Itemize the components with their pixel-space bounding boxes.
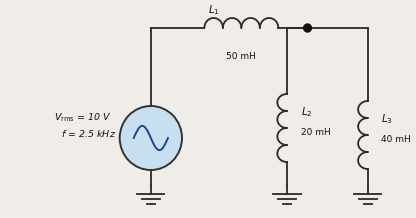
- Text: $f$ = 2.5 kHz: $f$ = 2.5 kHz: [61, 128, 116, 138]
- Text: 40 mH: 40 mH: [381, 135, 411, 143]
- Text: $L_2$: $L_2$: [301, 105, 312, 119]
- Circle shape: [304, 24, 312, 32]
- Text: $L_1$: $L_1$: [208, 3, 220, 17]
- Text: 20 mH: 20 mH: [301, 128, 330, 136]
- Text: $L_3$: $L_3$: [381, 112, 394, 126]
- Text: 50 mH: 50 mH: [226, 51, 256, 61]
- Circle shape: [120, 106, 182, 170]
- Text: $V_{\rm rms}$ = 10 V: $V_{\rm rms}$ = 10 V: [54, 112, 111, 124]
